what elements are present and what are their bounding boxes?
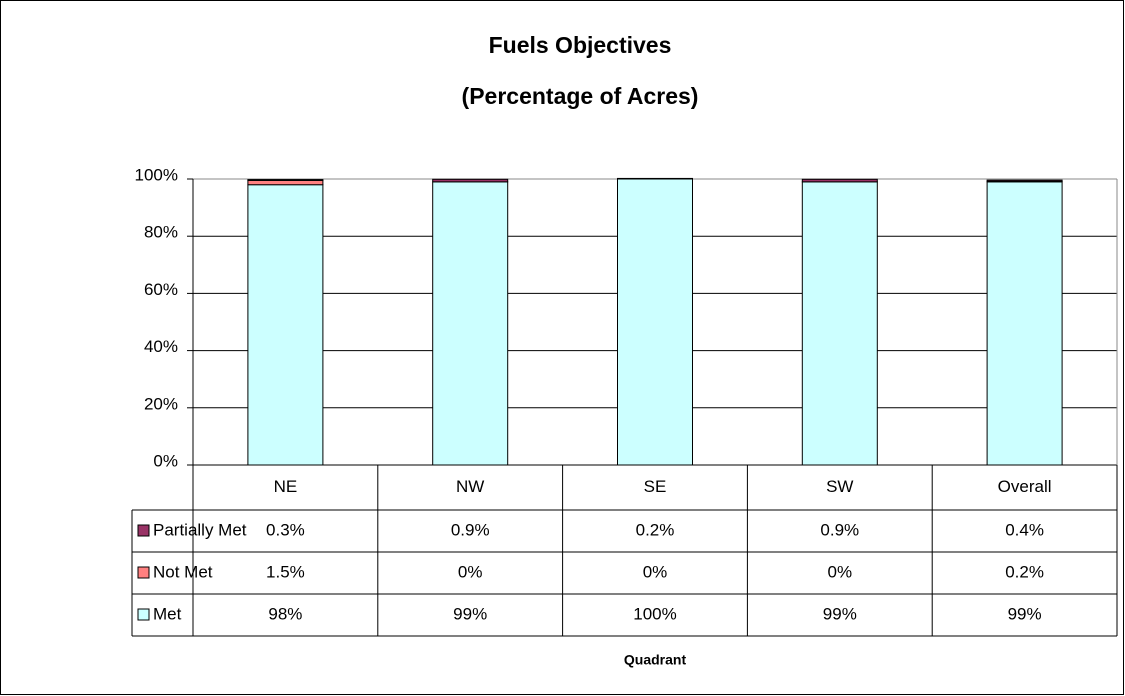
- bar-segment: [247, 179, 324, 186]
- bar-segment: [986, 179, 1063, 182]
- table-value: 1.5%: [266, 562, 305, 581]
- table-value: 99%: [453, 604, 487, 623]
- y-tick-label: 20%: [144, 394, 178, 413]
- table-value: 0.9%: [820, 520, 859, 539]
- bar-segment: [801, 181, 878, 466]
- legend-label: Not Met: [153, 562, 213, 581]
- bar-segment: [247, 184, 324, 466]
- table-value: 0.2%: [1005, 562, 1044, 581]
- chart-subtitle: (Percentage of Acres): [462, 83, 699, 109]
- x-tick-label: SW: [826, 477, 853, 496]
- bar-segment: [617, 177, 693, 180]
- x-tick-label: NE: [274, 477, 298, 496]
- legend-swatch: [137, 566, 150, 579]
- table-value: 99%: [1008, 604, 1042, 623]
- y-tick-label: 80%: [144, 223, 178, 242]
- bar-segment: [801, 178, 878, 183]
- table-value: 0%: [458, 562, 483, 581]
- legend-label: Met: [153, 604, 182, 623]
- table-value: 0%: [828, 562, 853, 581]
- y-tick-label: 0%: [153, 451, 178, 470]
- bar-segment: [432, 178, 509, 183]
- y-tick-label: 40%: [144, 337, 178, 356]
- x-tick-label: Overall: [998, 477, 1052, 496]
- table-value: 0.9%: [451, 520, 490, 539]
- table-value: 99%: [823, 604, 857, 623]
- legend-swatch: [137, 608, 150, 621]
- legend-swatch: [137, 524, 150, 537]
- table-value: 0%: [643, 562, 668, 581]
- bar-segment: [617, 178, 693, 466]
- x-tick-label: SE: [644, 477, 667, 496]
- table-value: 0.3%: [266, 520, 305, 539]
- table-value: 0.2%: [636, 520, 675, 539]
- table-value: 100%: [633, 604, 676, 623]
- bar-segment: [247, 179, 324, 181]
- y-tick-label: 100%: [135, 165, 178, 184]
- y-tick-label: 60%: [144, 280, 178, 299]
- bar-segment: [986, 181, 1063, 466]
- table-value: 98%: [268, 604, 302, 623]
- chart-title: Fuels Objectives: [489, 32, 672, 58]
- table-value: 0.4%: [1005, 520, 1044, 539]
- x-tick-label: NW: [456, 477, 484, 496]
- legend-label: Partially Met: [153, 520, 247, 539]
- x-axis-title: Quadrant: [624, 652, 687, 668]
- bar-segment: [432, 181, 509, 466]
